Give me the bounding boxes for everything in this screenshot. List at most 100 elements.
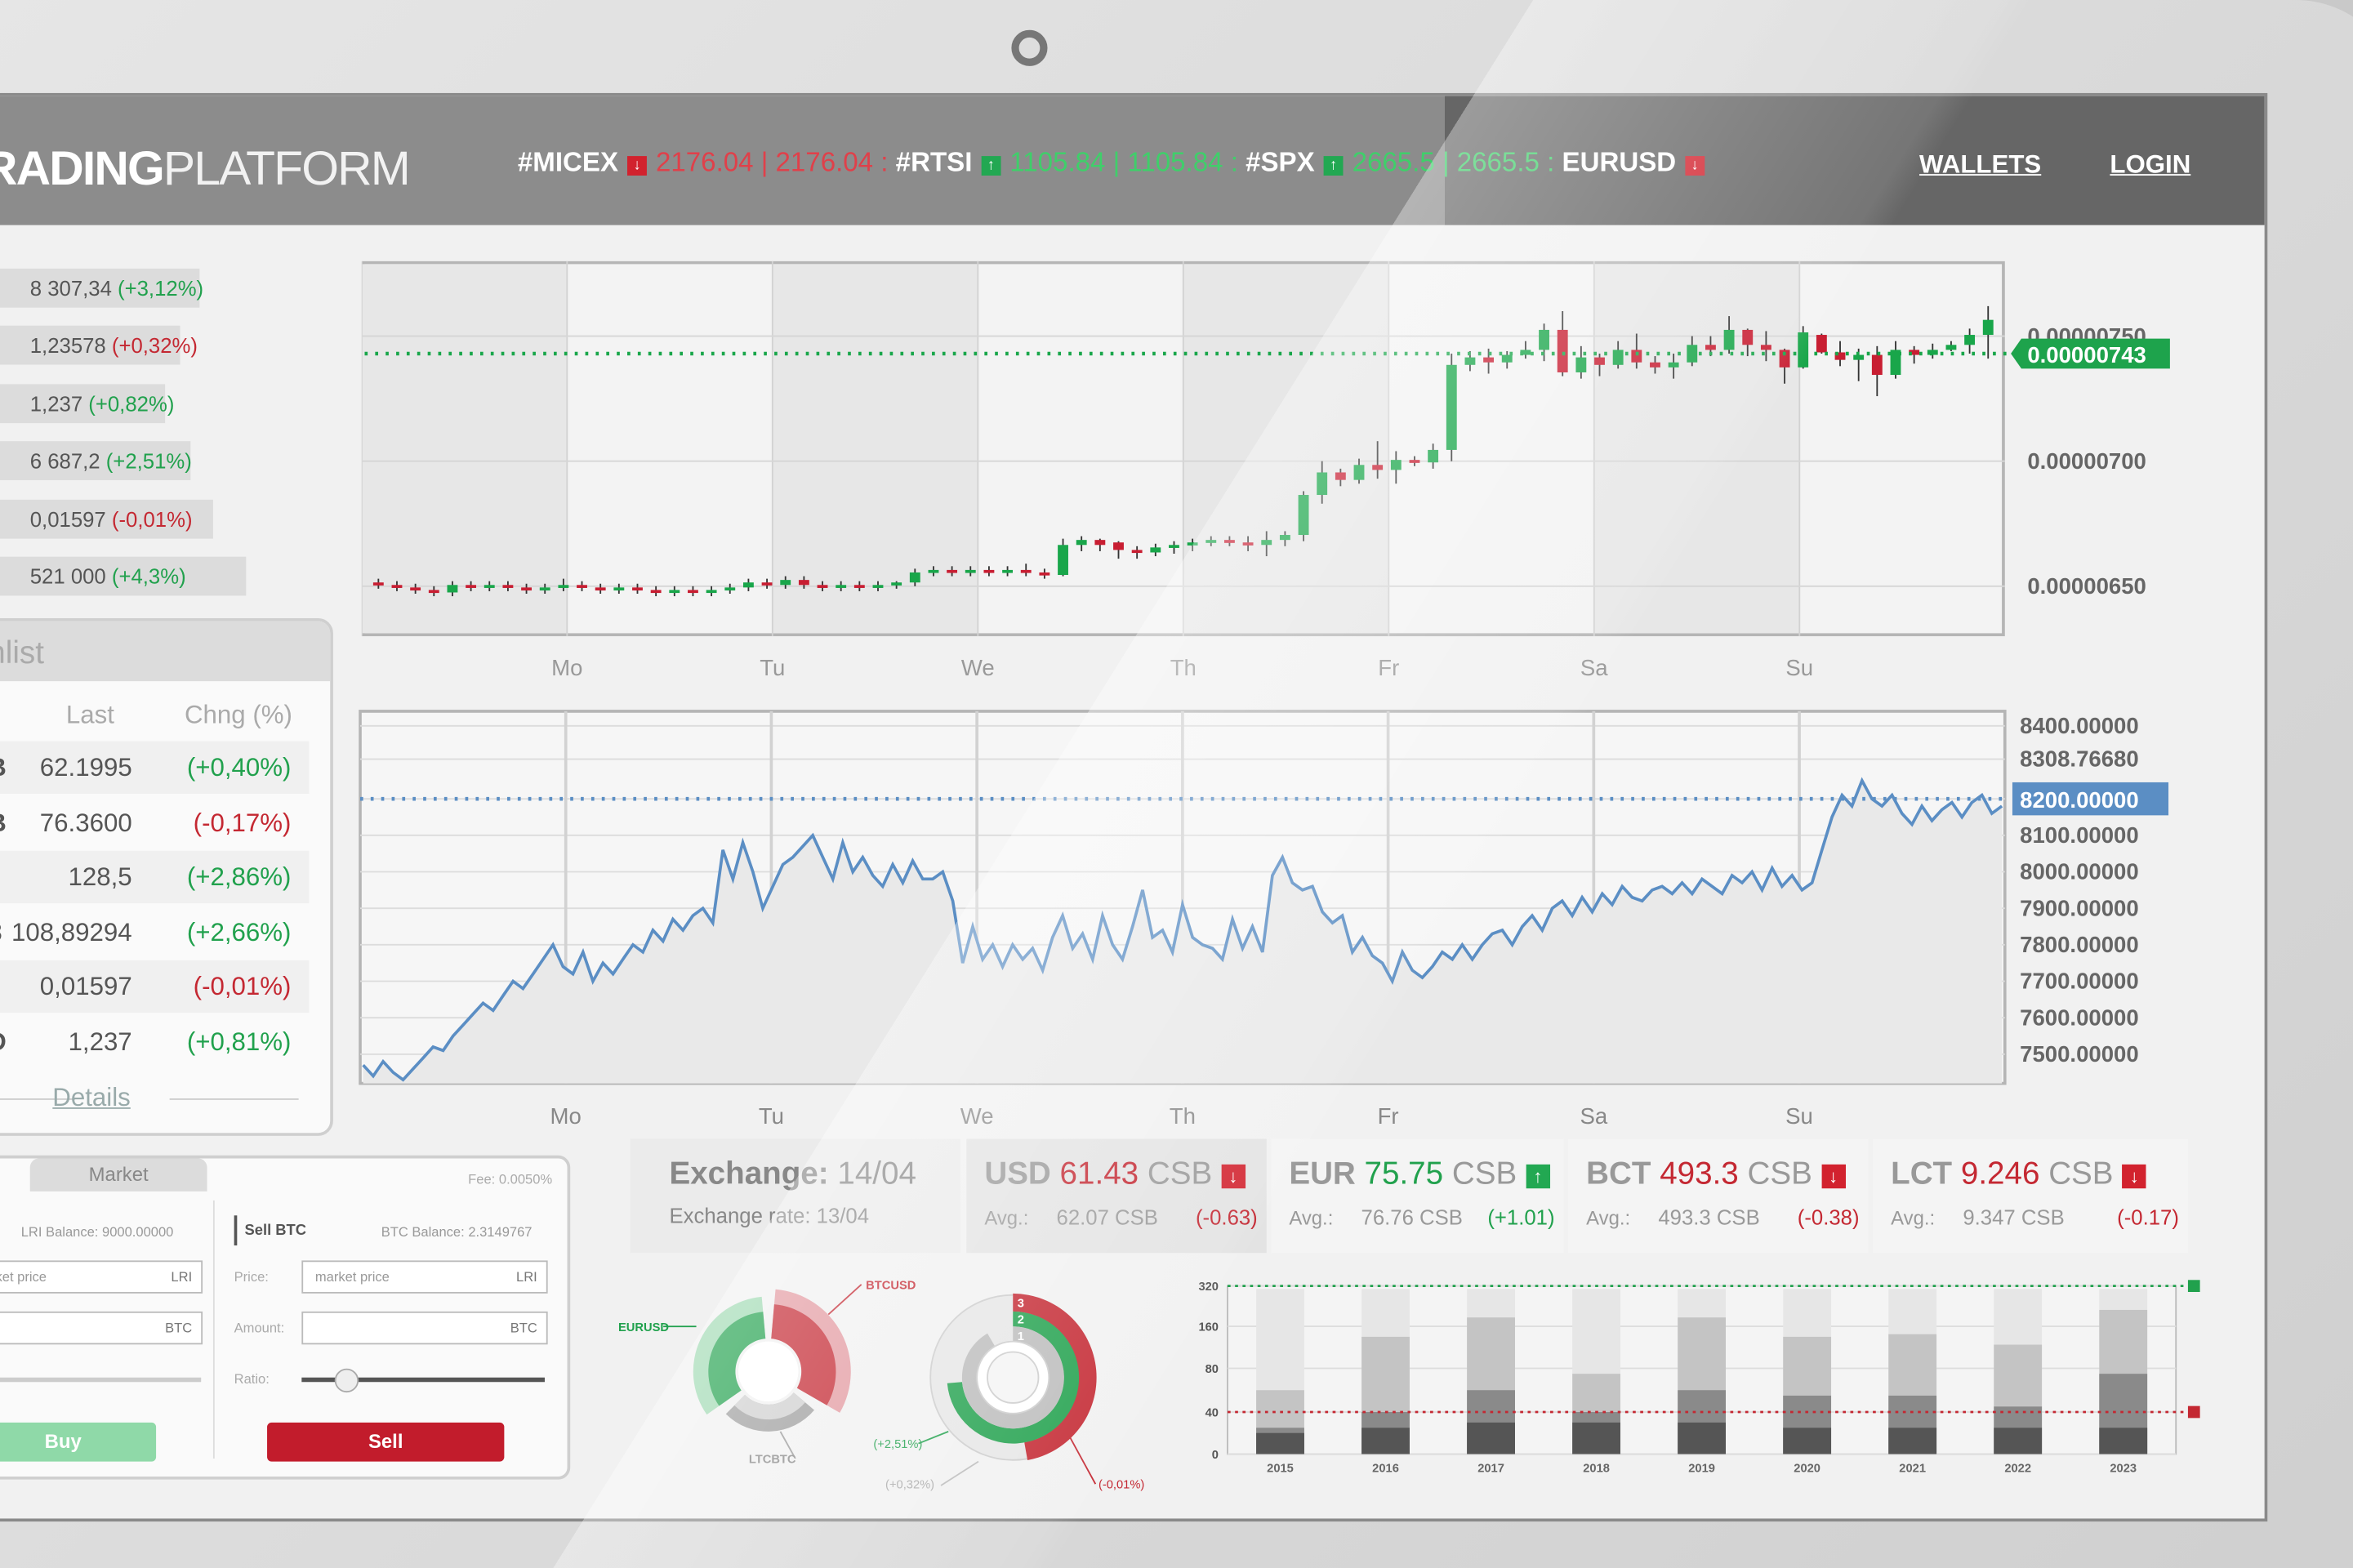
- y-tick-label: 8000.00000: [2020, 859, 2139, 884]
- current-price-tag: [2012, 782, 2169, 816]
- quote-change: (+0,32%): [111, 332, 198, 358]
- quote-change: (+2,51%): [105, 448, 192, 473]
- candle: [1964, 328, 1976, 354]
- candlestick-chart[interactable]: Mo Tu We Th Fr Sa Su0.000007500.000007000.0000…: [361, 261, 2193, 704]
- candle: [1169, 541, 1179, 555]
- pair-donut-chart[interactable]: BTCUSD EURUSD LTCBTC: [618, 1267, 934, 1492]
- candle: [502, 581, 514, 591]
- candle-body: [1002, 569, 1014, 573]
- line-chart[interactable]: Mo Tu We Th Fr Sa Su 8400.00000 8308.76680 8200.0…: [359, 693, 2197, 1136]
- column-last[interactable]: Last: [65, 701, 114, 729]
- bar-group: [1888, 1289, 1937, 1454]
- currency-card[interactable]: LCT 9.246 CSB ↓ Avg.: 9.347 CSB (-0.17): [1873, 1138, 2188, 1254]
- quote-pill[interactable]: 521 000 (+4,3%): [0, 556, 247, 596]
- candle-body: [1131, 550, 1143, 554]
- quote-value: 6 687,2: [29, 448, 100, 473]
- chart-band: [1183, 264, 1389, 634]
- sell-slider-handle[interactable]: [335, 1368, 359, 1393]
- sell-price-field[interactable]: market price LRI: [301, 1260, 548, 1294]
- candle-body: [428, 590, 439, 594]
- ticker-symbol[interactable]: EURUSD: [1562, 147, 1677, 177]
- x-tick-label: Fr: [1378, 1103, 1399, 1129]
- quote-pill[interactable]: 1,237 (+0,82%): [0, 384, 174, 424]
- candle: [577, 581, 587, 591]
- avg-delta: (-0.17): [2117, 1205, 2179, 1229]
- exchange-summary: Exchange: 14/04 Exchange rate: 13/04: [630, 1138, 960, 1254]
- candle: [1723, 316, 1735, 354]
- donut-slice: [734, 1392, 805, 1420]
- watchlist-row[interactable]: D 1,237 (+0,81%): [0, 1015, 310, 1068]
- candle: [1223, 536, 1235, 546]
- candle-body: [521, 587, 532, 591]
- ring-marker: 1: [1018, 1330, 1024, 1343]
- candle-body: [1705, 345, 1716, 350]
- avg-delta: (+1.01): [1487, 1205, 1555, 1229]
- buy-ratio-slider[interactable]: [0, 1377, 202, 1383]
- sell-ratio-slider[interactable]: [301, 1377, 545, 1383]
- watchlist-row[interactable]: 3 108,89294 (+2,66%): [0, 905, 310, 959]
- exchange-date: 14/04: [837, 1156, 916, 1192]
- donut-label: (+2,51%): [873, 1438, 922, 1451]
- buy-button[interactable]: Buy: [0, 1422, 157, 1462]
- currency-unit: CSB: [1451, 1156, 1517, 1192]
- market-tab[interactable]: Market: [29, 1158, 207, 1192]
- candle-body: [1317, 472, 1328, 496]
- details-link[interactable]: Details: [52, 1083, 131, 1112]
- y-tick-label: 160: [1198, 1321, 1219, 1334]
- candle: [872, 581, 884, 591]
- currency-card[interactable]: EUR 75.75 CSB ↑ Avg.: 76.76 CSB (+1.01): [1271, 1138, 1564, 1254]
- login-link[interactable]: LOGIN: [2110, 149, 2191, 179]
- candle: [539, 583, 550, 594]
- column-change[interactable]: Chng (%): [185, 701, 292, 729]
- quote-pill[interactable]: 1,23578 (+0,32%): [0, 325, 198, 365]
- ticker-symbol[interactable]: #SPX: [1246, 147, 1315, 177]
- quote-pill[interactable]: 8 307,34 (+3,12%): [0, 268, 203, 308]
- change-donut-chart[interactable]: 3 2 1 (+2,51%) (+0,32%) (-0,01%): [858, 1267, 1174, 1492]
- webcam: [1011, 29, 1048, 66]
- order-panel: Market Fee: 0.0050% LRI Balance: 9000.00…: [0, 1155, 571, 1480]
- candle-body: [1205, 540, 1217, 543]
- watchlist-row[interactable]: 0,01597 (-0,01%): [0, 960, 310, 1013]
- wallets-link[interactable]: WALLETS: [1919, 149, 2042, 179]
- bar-segment: [1888, 1428, 1937, 1454]
- x-tick-label: Tu: [760, 655, 785, 680]
- candle-body: [928, 569, 939, 573]
- avg-label: Avg.:: [1891, 1206, 1936, 1229]
- arrow-up-icon: ↑: [1323, 156, 1344, 176]
- quote-change: (+0,82%): [88, 391, 175, 416]
- bar-segment: [1361, 1428, 1410, 1454]
- candle-body: [1594, 357, 1605, 365]
- sell-amount-field[interactable]: BTC: [301, 1311, 548, 1345]
- candle: [1020, 564, 1032, 577]
- candle-body: [632, 587, 643, 591]
- candle: [1261, 531, 1272, 557]
- x-tick-label: Tu: [759, 1103, 784, 1129]
- candle: [1317, 461, 1328, 504]
- yearly-bar-chart[interactable]: 320 160 80 40 0 2015 2016 2017 2018 2019 2020 2021 2…: [1183, 1274, 2233, 1484]
- arrow-up-icon: [2187, 1280, 2200, 1293]
- watchlist-row[interactable]: )128,5(+2,86%): [0, 850, 310, 904]
- ticker-symbol[interactable]: #RTSI: [895, 147, 973, 177]
- exchange-rate: Exchange rate: 13/04: [669, 1203, 870, 1227]
- quote-pill[interactable]: 0,01597 (-0,01%): [0, 499, 213, 539]
- watchlist-row[interactable]: B 62.1995 (+0,40%): [0, 741, 310, 794]
- candle: [1871, 345, 1883, 397]
- watchlist-row[interactable]: B 76.3600 (-0,17%): [0, 795, 310, 849]
- avg-delta: (-0.38): [1797, 1205, 1860, 1229]
- ticker-symbol[interactable]: #MICEX: [517, 147, 619, 177]
- quote-pill[interactable]: 6 687,2 (+2,51%): [0, 441, 192, 480]
- candle-body: [1039, 572, 1050, 576]
- candle-body: [1890, 350, 1901, 376]
- currency-price: 75.75: [1364, 1156, 1444, 1192]
- exchange-title: Exchange:: [669, 1156, 829, 1192]
- x-tick-label: Sa: [1580, 655, 1608, 680]
- donut-label: (-0,01%): [1099, 1479, 1144, 1492]
- candle-body: [502, 585, 514, 588]
- currency-card[interactable]: BCT 493.3 CSB ↓ Avg.: 493.3 CSB (-0.38): [1568, 1138, 1869, 1254]
- candle-body: [1798, 332, 1809, 368]
- currency-card[interactable]: USD 61.43 CSB ↓ Avg.: 62.07 CSB (-0.63): [966, 1138, 1267, 1254]
- currency-code: BCT: [1586, 1156, 1651, 1192]
- buy-amount-field[interactable]: 5BTC: [0, 1311, 203, 1345]
- sell-button[interactable]: Sell: [267, 1422, 505, 1462]
